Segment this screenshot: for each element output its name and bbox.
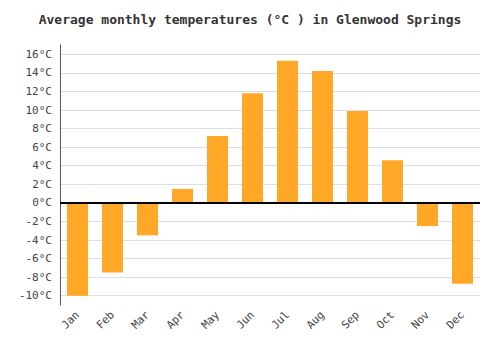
svg-text:-4°C: -4°C bbox=[26, 234, 53, 247]
svg-text:-8°C: -8°C bbox=[26, 271, 53, 284]
svg-text:Apr: Apr bbox=[164, 308, 187, 331]
svg-text:Nov: Nov bbox=[409, 308, 432, 331]
svg-text:Sep: Sep bbox=[339, 308, 362, 331]
svg-text:Jan: Jan bbox=[59, 308, 82, 331]
svg-text:2°C: 2°C bbox=[32, 178, 52, 191]
svg-text:-2°C: -2°C bbox=[26, 215, 53, 228]
svg-text:8°C: 8°C bbox=[32, 122, 52, 135]
svg-text:Jul: Jul bbox=[269, 308, 292, 331]
svg-text:Oct: Oct bbox=[374, 308, 397, 331]
svg-text:0°C: 0°C bbox=[32, 196, 52, 209]
svg-text:16°C: 16°C bbox=[26, 48, 53, 61]
svg-text:6°C: 6°C bbox=[32, 141, 52, 154]
svg-text:14°C: 14°C bbox=[26, 66, 53, 79]
svg-text:Feb: Feb bbox=[94, 308, 117, 331]
svg-text:-10°C: -10°C bbox=[19, 289, 52, 302]
svg-text:4°C: 4°C bbox=[32, 159, 52, 172]
svg-text:10°C: 10°C bbox=[26, 104, 53, 117]
svg-text:Average monthly temperatures (: Average monthly temperatures (°C ) in Gl… bbox=[39, 12, 462, 27]
svg-text:May: May bbox=[199, 308, 222, 331]
svg-text:Mar: Mar bbox=[129, 308, 152, 331]
svg-text:-6°C: -6°C bbox=[26, 252, 53, 265]
svg-text:Jun: Jun bbox=[234, 308, 257, 331]
svg-text:Aug: Aug bbox=[304, 308, 327, 331]
svg-text:12°C: 12°C bbox=[26, 85, 53, 98]
svg-text:Dec: Dec bbox=[444, 308, 467, 331]
